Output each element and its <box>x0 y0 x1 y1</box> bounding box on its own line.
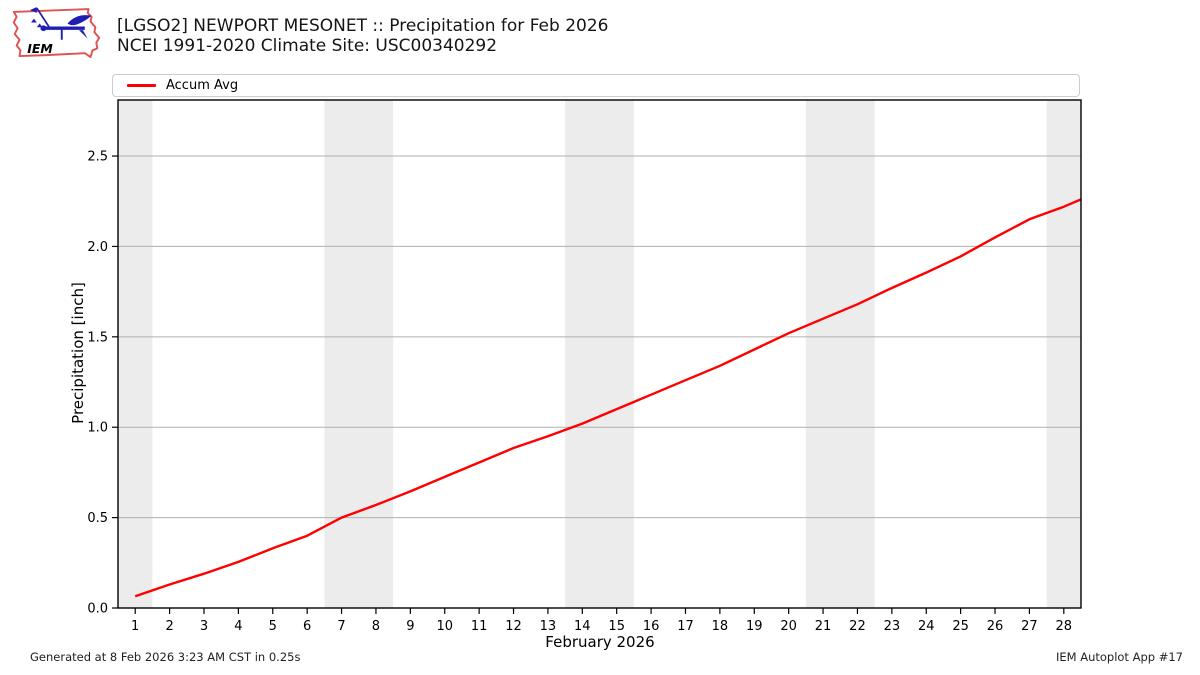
y-tick-label: 0.5 <box>87 511 108 526</box>
x-tick-label: 13 <box>540 619 557 634</box>
x-tick-label: 12 <box>505 619 522 634</box>
x-tick-label: 3 <box>200 619 208 634</box>
x-tick-label: 18 <box>712 619 729 634</box>
x-tick-label: 20 <box>780 619 797 634</box>
x-tick-label: 26 <box>987 619 1004 634</box>
x-axis-label: February 2026 <box>545 633 655 651</box>
chart-title: [LGSO2] NEWPORT MESONET :: Precipitation… <box>117 16 609 36</box>
y-tick-label: 1.5 <box>87 330 108 345</box>
y-axis-label: Precipitation [inch] <box>69 282 87 424</box>
y-tick-label: 2.5 <box>87 150 108 165</box>
weather-vane-icon <box>30 7 92 40</box>
x-tick-label: 25 <box>952 619 969 634</box>
x-tick-label: 15 <box>608 619 625 634</box>
weekend-band <box>805 100 875 608</box>
legend-line-sample <box>127 84 156 87</box>
x-tick-label: 5 <box>269 619 277 634</box>
app-credit: IEM Autoplot App #17 <box>1055 650 1183 664</box>
x-tick-label: 6 <box>303 619 311 634</box>
x-tick-label: 17 <box>677 619 694 634</box>
iem-logo: IEM <box>12 7 101 58</box>
x-tick-label: 11 <box>471 619 488 634</box>
legend-label: Accum Avg <box>166 78 239 93</box>
title-block: [LGSO2] NEWPORT MESONET :: Precipitation… <box>117 16 609 56</box>
x-tick-label: 1 <box>131 619 139 634</box>
x-tick-label: 4 <box>234 619 242 634</box>
legend: Accum Avg <box>112 74 1080 97</box>
y-tick-label: 2.0 <box>87 240 108 255</box>
x-tick-label: 22 <box>849 619 866 634</box>
chart-subtitle: NCEI 1991-2020 Climate Site: USC00340292 <box>117 35 498 56</box>
x-tick-label: 14 <box>574 619 591 634</box>
y-tick-label: 0.0 <box>87 602 108 617</box>
x-tick-label: 16 <box>643 619 660 634</box>
x-tick-label: 9 <box>406 619 414 634</box>
x-tick-label: 2 <box>165 619 173 634</box>
x-tick-label: 10 <box>436 619 453 634</box>
weekend-band <box>118 100 153 608</box>
x-tick-label: 8 <box>372 619 380 634</box>
x-tick-label: 28 <box>1056 619 1073 634</box>
x-tick-label: 19 <box>746 619 763 634</box>
weekend-band <box>565 100 634 608</box>
x-tick-label: 24 <box>918 619 935 634</box>
x-tick-label: 27 <box>1021 619 1038 634</box>
x-tick-label: 21 <box>815 619 832 634</box>
plot-border <box>117 99 1082 609</box>
weekend-band <box>324 100 394 608</box>
logo-text: IEM <box>27 41 53 56</box>
generated-timestamp: Generated at 8 Feb 2026 3:23 AM CST in 0… <box>30 650 301 664</box>
x-tick-label: 23 <box>884 619 901 634</box>
x-tick-label: 7 <box>337 619 345 634</box>
weekend-band <box>1046 100 1081 608</box>
y-tick-label: 1.0 <box>87 421 108 436</box>
series-accum-avg <box>134 198 1082 598</box>
